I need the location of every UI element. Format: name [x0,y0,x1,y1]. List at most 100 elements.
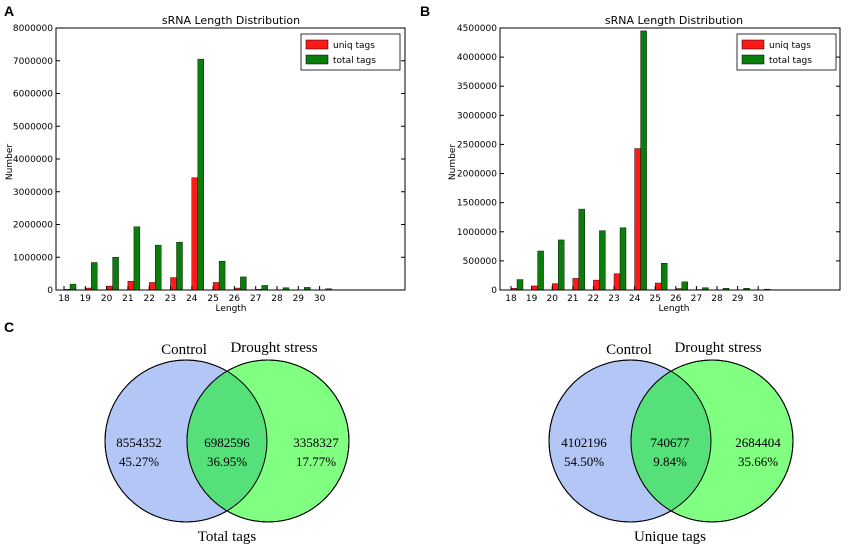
bar-uniq-tags [655,282,662,291]
venn-label-drought: Drought stress [674,340,761,356]
x-tick-label: 24 [629,294,641,304]
bar-uniq-tags [613,273,621,291]
x-tick-label: 18 [505,294,517,304]
x-tick-label: 21 [122,294,133,304]
bar-total-tags [681,281,688,291]
legend-label-total: total tags [333,56,376,66]
bar-uniq-tags [106,285,113,291]
x-tick-label: 27 [691,294,702,304]
venn-mid-count: 6982596 [204,435,250,450]
y-tick-label: 7000000 [13,57,53,67]
venn-caption: Total tags [198,529,257,545]
venn-mid-pct: 9.84% [653,454,687,469]
panel-label-b: B [420,3,430,19]
legend-label-uniq: uniq tags [333,41,375,51]
venn-left-count: 8554352 [116,435,162,450]
venn-total-tags: Control Drought stress 8554352 45.27% 69… [104,340,350,545]
venn-right-pct: 35.66% [738,454,778,469]
x-tick-label: 23 [165,294,176,304]
chart-b: sRNA Length Distribution Length Number 0… [448,14,841,314]
x-tick-label: 29 [293,294,305,304]
venn-right-count: 3358327 [293,435,339,450]
chart-b-ylabel: Number [448,144,458,180]
x-tick-label: 25 [649,294,660,304]
bar-total-tags [69,283,77,291]
x-tick-label: 19 [526,294,538,304]
legend-label-uniq: uniq tags [769,41,811,51]
bar-uniq-tags [531,285,538,291]
bar-total-tags [240,276,247,291]
y-tick-label: 2000000 [13,221,53,231]
chart-a-xlabel: Length [215,304,246,314]
bar-uniq-tags [634,148,641,291]
x-tick-label: 30 [314,294,326,304]
x-tick-label: 30 [752,294,764,304]
chart-a: sRNA Length Distribution Length Number 0… [5,14,406,314]
bar-total-tags [197,58,205,291]
venn-left-pct: 45.27% [119,454,159,469]
bar-total-tags [537,250,544,291]
y-tick-label: 1500000 [457,199,497,209]
legend-swatch-uniq [741,39,765,50]
bar-total-tags [619,227,627,291]
x-tick-label: 29 [732,294,744,304]
panel-label-a: A [4,3,14,19]
bar-total-tags [558,239,565,291]
x-tick-label: 26 [670,294,682,304]
venn-label-drought: Drought stress [230,340,317,356]
y-tick-label: 500000 [463,257,498,267]
venn-overlap-region [187,360,267,522]
bar-total-tags [112,257,119,291]
bar-total-tags [516,279,524,291]
bar-total-tags [91,262,98,291]
bar-total-tags [154,244,162,291]
bar-total-tags [261,285,268,291]
venn-caption: Unique tags [634,529,706,545]
chart-a-legend: uniq tags total tags [300,33,401,71]
y-tick-label: 3000000 [457,111,497,121]
bar-total-tags [578,208,585,291]
venn-left-pct: 54.50% [564,454,604,469]
y-tick-label: 0 [47,286,53,296]
y-tick-label: 3500000 [457,82,497,92]
bar-total-tags [661,263,668,291]
x-tick-label: 22 [143,294,154,304]
x-tick-label: 19 [80,294,92,304]
y-tick-label: 4000000 [457,53,497,63]
x-tick-label: 23 [608,294,619,304]
y-tick-label: 1000000 [13,253,53,263]
bar-total-tags [599,230,606,291]
y-tick-label: 8000000 [13,24,53,34]
bar-uniq-tags [572,278,579,291]
x-tick-label: 28 [711,294,723,304]
x-tick-label: 25 [207,294,218,304]
bar-total-tags [133,226,141,291]
panel-label-c: C [4,319,14,335]
bar-uniq-tags [212,282,220,291]
legend-swatch-total [741,54,765,65]
venn-label-control: Control [606,342,652,358]
y-tick-label: 2500000 [457,140,497,150]
x-tick-label: 27 [250,294,261,304]
x-tick-label: 20 [101,294,113,304]
x-tick-label: 26 [229,294,241,304]
bar-uniq-tags [191,177,199,291]
x-tick-label: 28 [271,294,283,304]
x-tick-label: 24 [186,294,198,304]
venn-label-control: Control [161,342,207,358]
y-tick-label: 4000000 [13,155,53,165]
bar-uniq-tags [170,277,177,291]
venn-mid-count: 740677 [651,435,691,450]
y-tick-label: 0 [491,286,497,296]
venn-unique-tags: Control Drought stress 4102196 54.50% 74… [548,340,794,545]
chart-b-title: sRNA Length Distribution [605,14,743,27]
y-tick-label: 4500000 [457,24,497,34]
bar-uniq-tags [148,282,156,291]
y-tick-label: 1000000 [457,228,497,238]
x-tick-label: 18 [58,294,70,304]
bar-total-tags [640,30,647,291]
venn-right-count: 2684404 [735,435,781,450]
y-tick-label: 2000000 [457,170,497,180]
chart-a-ylabel: Number [5,144,15,180]
